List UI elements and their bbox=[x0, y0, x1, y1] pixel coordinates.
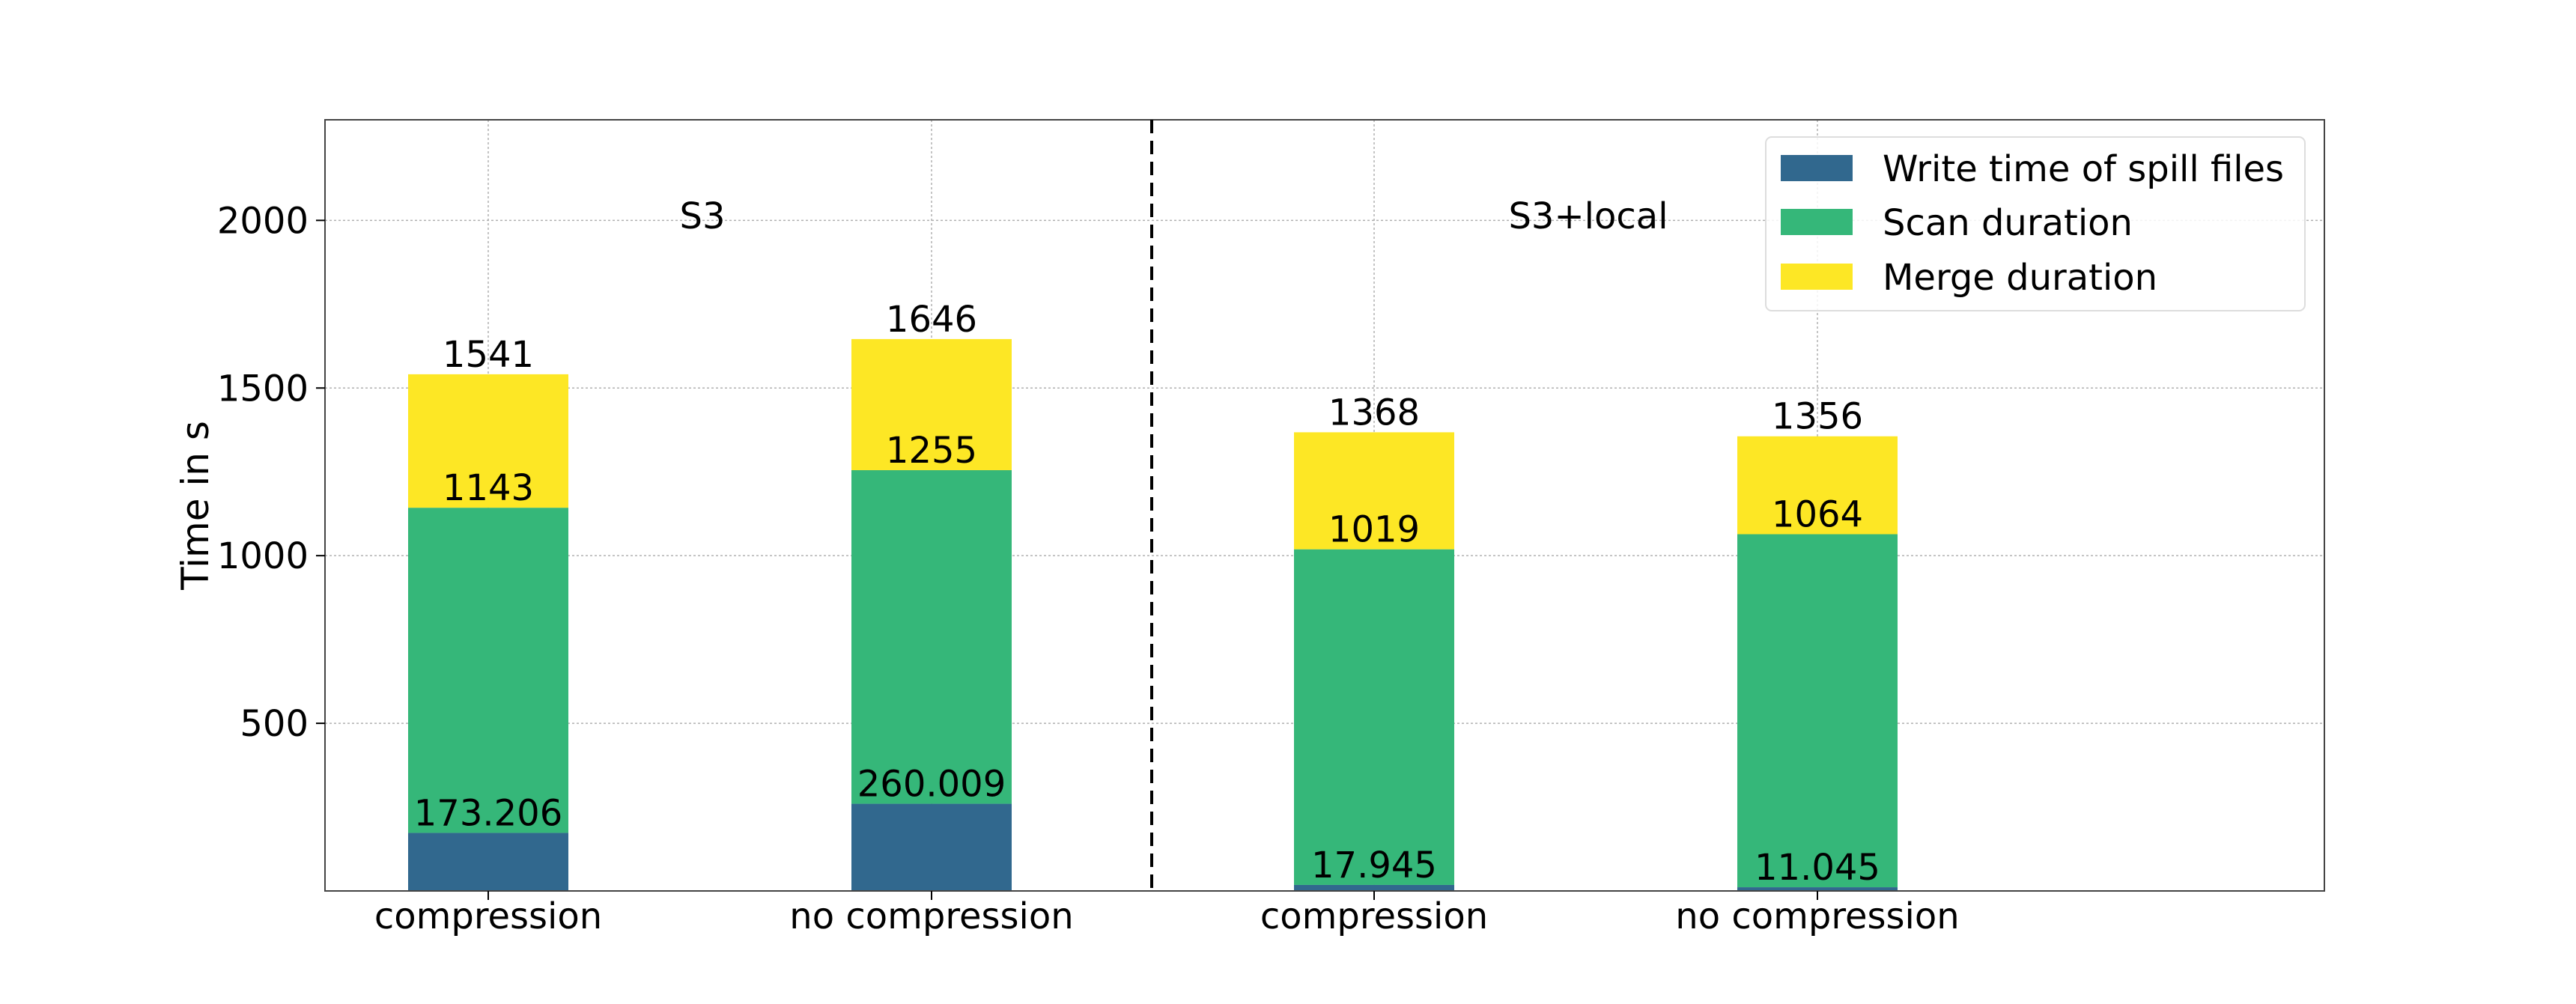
y-tick-label: 1500 bbox=[217, 368, 309, 410]
y-tick-label: 500 bbox=[240, 703, 309, 745]
x-tick-label: no compression bbox=[789, 895, 1073, 937]
legend-label-scan: Scan duration bbox=[1883, 202, 2133, 244]
data-label-write: 11.045 bbox=[1755, 847, 1880, 889]
bar-write-segment bbox=[851, 803, 1012, 891]
plot-area-border bbox=[324, 119, 2325, 892]
legend-label-write: Write time of spill files bbox=[1883, 148, 2284, 190]
data-label-scan-top: 1143 bbox=[443, 467, 534, 509]
data-label-total: 1356 bbox=[1772, 396, 1863, 438]
axes-layer: Time in s 500 1000 1500 2000 compression no c… bbox=[174, 119, 2325, 937]
bar-scan-segment bbox=[408, 508, 568, 833]
data-label-scan-top: 1255 bbox=[886, 430, 977, 472]
bar-scan-segment bbox=[1294, 549, 1454, 885]
data-label-scan-top: 1064 bbox=[1772, 494, 1863, 536]
legend-swatch-scan bbox=[1781, 209, 1853, 235]
y-tick-label: 1000 bbox=[217, 535, 309, 577]
data-label-scan-top: 1019 bbox=[1328, 509, 1420, 551]
y-tick-label: 2000 bbox=[217, 200, 309, 242]
legend-label-merge: Merge duration bbox=[1883, 257, 2157, 299]
group-label: S3 bbox=[679, 195, 725, 237]
x-tick-label: no compression bbox=[1675, 895, 1959, 937]
bar-scan-segment bbox=[1737, 534, 1898, 888]
bar-merge-segment bbox=[1294, 432, 1454, 550]
legend-swatch-merge bbox=[1781, 264, 1853, 290]
bar-merge-segment bbox=[851, 338, 1012, 470]
bar-write-segment bbox=[408, 833, 568, 891]
bar-write-segment bbox=[1737, 887, 1898, 891]
bar-scan-segment bbox=[851, 469, 1012, 804]
y-axis-label: Time in s bbox=[174, 421, 217, 591]
data-label-total: 1646 bbox=[886, 299, 977, 341]
legend-box bbox=[1765, 136, 2306, 311]
bar-merge-segment bbox=[408, 374, 568, 508]
bars-layer bbox=[408, 338, 1898, 891]
legend-swatch-write bbox=[1781, 155, 1853, 181]
data-label-total: 1368 bbox=[1328, 392, 1420, 433]
data-label-write: 260.009 bbox=[857, 764, 1006, 806]
data-label-write: 17.945 bbox=[1311, 845, 1437, 886]
legend: Write time of spill files Scan duration … bbox=[1765, 136, 2306, 311]
group-label: S3+local bbox=[1508, 195, 1668, 237]
data-labels-layer: 173.206 1143 1541 260.009 1255 1646 17.945 1019… bbox=[414, 195, 1880, 889]
x-tick-label: compression bbox=[374, 895, 602, 937]
data-label-total: 1541 bbox=[443, 334, 534, 376]
data-label-write: 173.206 bbox=[414, 792, 563, 834]
bar-merge-segment bbox=[1737, 436, 1898, 535]
bar-write-segment bbox=[1294, 884, 1454, 891]
x-tick-label: compression bbox=[1260, 895, 1488, 937]
